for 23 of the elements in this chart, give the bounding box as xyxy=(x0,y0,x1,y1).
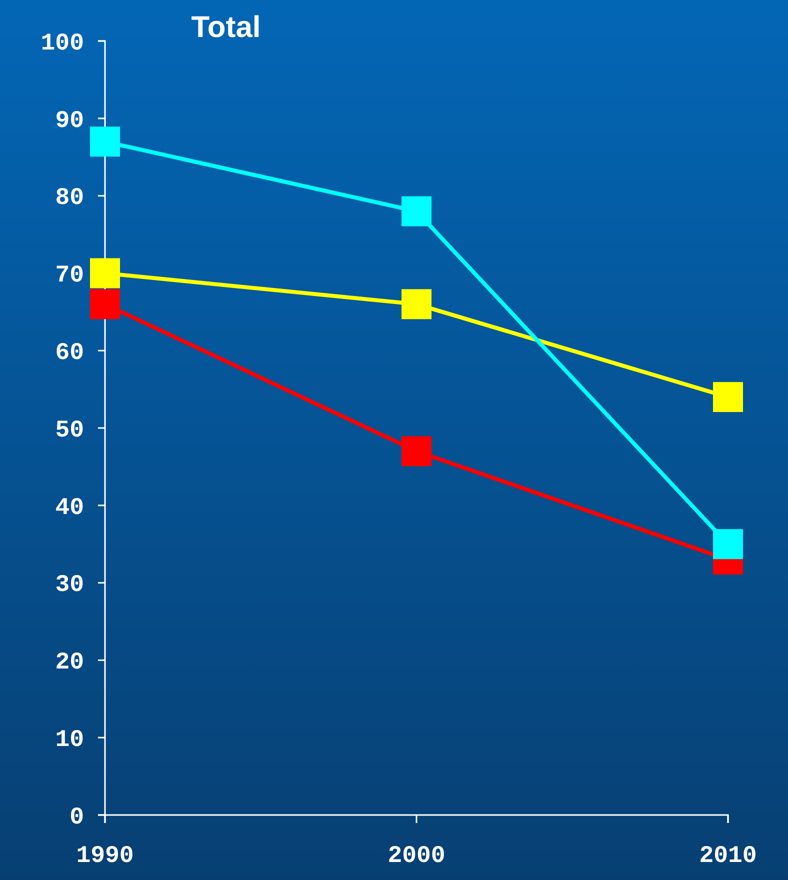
point xyxy=(90,258,120,288)
y-tick-label: 80 xyxy=(55,185,84,212)
y-tick-label: 30 xyxy=(55,572,84,600)
x-tick-label: 2000 xyxy=(388,843,446,870)
y-tick-label: 90 xyxy=(55,108,84,135)
x-tick-label: 1990 xyxy=(76,843,134,870)
y-tick-label: 10 xyxy=(55,727,84,754)
y-tick-label: 100 xyxy=(40,30,84,58)
point xyxy=(713,382,743,412)
y-tick-label: 60 xyxy=(55,340,84,367)
chart-title: Total xyxy=(191,11,261,44)
point xyxy=(402,196,432,226)
point xyxy=(90,126,120,157)
y-tick-label: 40 xyxy=(55,494,84,522)
x-tick-label: 2010 xyxy=(699,843,757,870)
point xyxy=(402,436,432,466)
point xyxy=(90,289,120,320)
y-tick-label: 70 xyxy=(55,262,84,290)
y-tick-label: 0 xyxy=(70,804,84,832)
y-tick-label: 20 xyxy=(55,650,84,677)
y-tick-label: 50 xyxy=(55,417,84,444)
point xyxy=(402,289,432,320)
point xyxy=(713,529,743,560)
